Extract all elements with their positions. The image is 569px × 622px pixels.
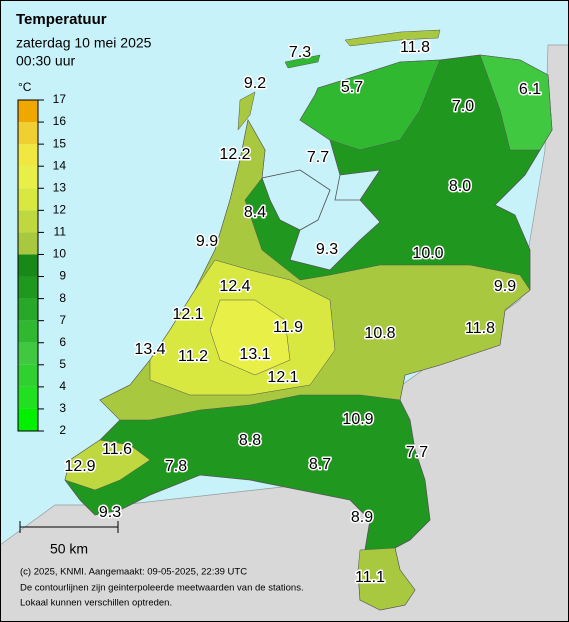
station-value: 9.3	[99, 504, 121, 521]
legend-band	[18, 232, 38, 255]
legend-tick-label: 4	[59, 379, 66, 393]
station-value: 10.8	[364, 325, 395, 342]
station-value: 9.3	[316, 241, 338, 258]
legend-band	[18, 100, 38, 123]
legend-frame	[17, 99, 39, 432]
footer-line: Lokaal kunnen verschillen optreden.	[20, 598, 172, 609]
legend-band	[18, 122, 38, 145]
station-value: 8.0	[449, 178, 471, 195]
legend-band	[18, 276, 38, 299]
zone	[64, 439, 151, 491]
title: Temperatuur	[16, 11, 107, 28]
legend-band	[18, 386, 38, 409]
legend-tick-label: 10	[53, 247, 67, 261]
legend-tick-label: 5	[59, 357, 66, 371]
legend-tick-label: 12	[53, 203, 67, 217]
date: zaterdag 10 mei 2025	[16, 35, 152, 51]
station-value: 7.3	[289, 44, 311, 61]
station-value: 12.9	[64, 458, 95, 475]
legend-tick-label: 17	[53, 92, 67, 106]
legend-tick-label: 9	[59, 269, 66, 283]
station-value: 11.6	[102, 441, 132, 458]
station-value: 12.4	[219, 278, 250, 295]
station-value: 10.0	[412, 245, 443, 262]
legend-tick-label: 7	[59, 313, 66, 327]
legend: 2 3 4 5 6 7 8 9 10 11 12 13 14 15 16 17	[17, 92, 67, 437]
legend-tick-label: 6	[59, 335, 66, 349]
stations: 7.3 11.8 9.2 5.7 7.0 6.1 12.2 7.7 8.0 8.4 9.9 9.3 10…	[63, 38, 543, 588]
station-value: 6.1	[519, 81, 541, 98]
station-value: 9.9	[196, 233, 218, 250]
footer-line: De contourlijnen zijn geinterpoleerde me…	[20, 583, 304, 594]
scale-label: 50 km	[50, 541, 88, 557]
station-value: 13.1	[239, 346, 270, 363]
station-value: 7.8	[165, 458, 187, 475]
legend-band	[18, 298, 38, 321]
zone	[357, 547, 416, 611]
station-value: 10.9	[342, 411, 373, 428]
station-value: 8.4	[244, 204, 266, 221]
legend-tick-label: 2	[59, 423, 66, 437]
zone	[299, 59, 441, 151]
time: 00:30 uur	[16, 53, 75, 69]
station-value: 7.7	[406, 444, 428, 461]
station-value: 11.1	[355, 569, 385, 586]
station-value: 8.9	[351, 509, 373, 526]
island	[284, 54, 321, 69]
legend-tick-label: 14	[53, 158, 67, 172]
zone	[209, 299, 291, 376]
station-value: 11.9	[273, 319, 303, 336]
legend-unit: °C	[18, 80, 32, 94]
legend-band	[18, 166, 38, 189]
station-value: 5.7	[341, 79, 363, 96]
station-value: 11.2	[178, 348, 208, 365]
lake	[334, 169, 381, 201]
legend-tick-label: 16	[53, 114, 67, 128]
legend-tick-label: 8	[59, 291, 66, 305]
legend-tick-label: 3	[59, 401, 66, 415]
station-value: 11.8	[465, 320, 495, 337]
legend-band	[18, 210, 38, 233]
station-value: 12.2	[219, 146, 250, 163]
zone	[479, 54, 553, 151]
legend-band	[18, 188, 38, 211]
island	[344, 29, 441, 47]
station-value: 7.7	[307, 149, 329, 166]
footer-line: (c) 2025, KNMI. Aangemaakt: 09-05-2025, …	[20, 567, 247, 578]
legend-band	[18, 144, 38, 167]
station-value: 8.8	[239, 432, 261, 449]
station-value: 7.0	[452, 98, 474, 115]
station-value: 9.9	[494, 278, 516, 295]
legend-tick-label: 15	[53, 136, 67, 150]
island	[237, 91, 256, 131]
station-value: 13.4	[134, 341, 165, 358]
station-value: 12.1	[172, 306, 203, 323]
legend-band	[18, 320, 38, 343]
lake	[261, 169, 331, 231]
legend-tick-label: 11	[54, 225, 67, 239]
station-value: 8.7	[309, 456, 331, 473]
legend-band	[18, 254, 38, 277]
station-value: 12.1	[267, 369, 298, 386]
legend-band	[18, 364, 38, 387]
legend-band	[18, 408, 38, 431]
legend-band	[18, 342, 38, 365]
station-value: 11.8	[400, 39, 430, 56]
station-value: 9.2	[244, 75, 266, 92]
legend-tick-label: 13	[53, 180, 67, 194]
